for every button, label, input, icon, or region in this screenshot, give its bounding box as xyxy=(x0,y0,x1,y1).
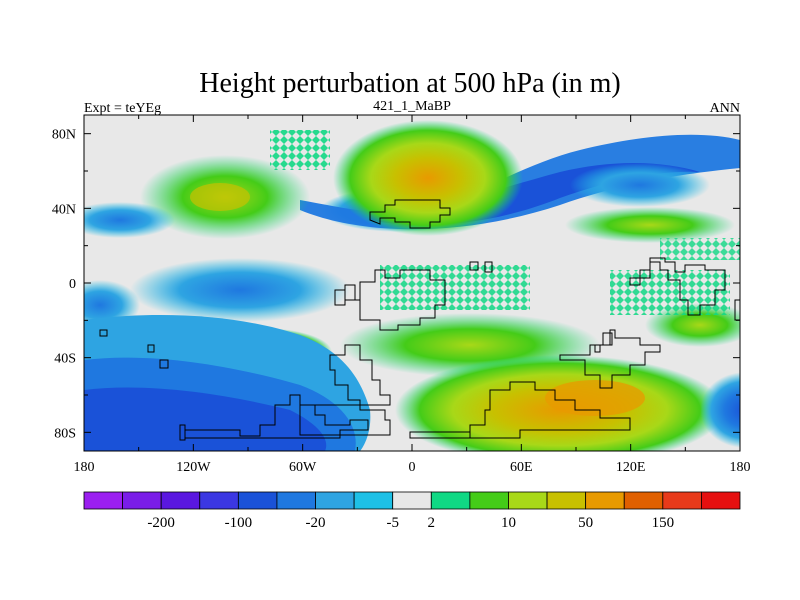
field-cyan-north-west xyxy=(84,202,175,238)
x-tick-label: 0 xyxy=(409,460,416,475)
y-tick-label: 80N xyxy=(52,128,76,143)
field-warm-south-indian-core xyxy=(545,380,645,416)
y-tick-label: 0 xyxy=(69,277,76,292)
coastline-greenland-like xyxy=(469,261,493,273)
x-tick-label: 120W xyxy=(176,460,211,475)
x-tick-label: 60W xyxy=(289,460,317,475)
colorbar-box xyxy=(276,491,316,510)
colorbar-box xyxy=(662,491,702,510)
colorbar-box xyxy=(237,491,278,510)
coastline-south-america xyxy=(299,344,391,436)
field-weak-east-asia xyxy=(565,207,735,243)
colorbar-box xyxy=(585,491,625,510)
x-tick-label: 180 xyxy=(74,460,95,475)
colorbar-label: 10 xyxy=(501,515,516,531)
coastline-antarctic-shelf xyxy=(409,431,471,439)
subtitle-center: 421_1_MaBP xyxy=(373,99,451,114)
colorbar-box xyxy=(701,491,741,510)
field-cyan-north-east xyxy=(570,163,710,207)
colorbar-label: 150 xyxy=(652,515,675,531)
y-axis: 80N 40N 0 40S 80S xyxy=(52,128,740,441)
colorbar-box xyxy=(546,491,587,510)
x-tick-label: 60E xyxy=(510,460,533,475)
colorbar-label: 2 xyxy=(428,515,436,531)
coastline-north-atlantic xyxy=(369,199,451,229)
y-tick-label: 40N xyxy=(52,202,76,217)
coastline-antarctica-east xyxy=(469,381,631,439)
coastline-americas-south xyxy=(344,269,446,331)
hatch-equator-atlantic xyxy=(380,265,530,310)
coastline-small-island xyxy=(334,289,346,306)
field-warm-north-pacific-core xyxy=(190,183,250,211)
hatch-equator-pacific xyxy=(610,270,730,315)
colorbar-label: -100 xyxy=(225,515,253,531)
field-cold-deep-south xyxy=(84,387,327,451)
x-axis: 180 120W 60W 0 60E 120E 180 xyxy=(74,115,751,475)
subtitle-left: Expt = teYEg xyxy=(84,101,161,116)
field-warm-north-atlantic xyxy=(333,120,523,236)
y-tick-label: 40S xyxy=(54,352,76,367)
y-tick-label: 80S xyxy=(54,426,76,441)
colorbar-box xyxy=(623,491,664,510)
colorbar-box xyxy=(199,491,239,510)
coastline-right-edge xyxy=(734,299,740,321)
colorbar-box xyxy=(392,491,432,510)
hatch-north xyxy=(270,130,330,170)
hatch-east-north xyxy=(660,238,740,260)
subtitle-right: ANN xyxy=(710,101,740,116)
colorbar-box xyxy=(160,491,201,510)
colorbar-box xyxy=(430,491,471,510)
colorbar-box xyxy=(315,491,355,510)
x-tick-label: 120E xyxy=(616,460,646,475)
coastline-south-asia xyxy=(559,329,661,389)
chart-title: Height perturbation at 500 hPa (in m) xyxy=(199,68,620,99)
plot-area xyxy=(84,115,740,451)
field-cyan-tropical-pacific xyxy=(130,258,350,322)
colorbar-box xyxy=(469,491,509,510)
colorbar: -200 -100 -20 -5 2 10 50 150 xyxy=(83,491,741,531)
coastline-east-asia xyxy=(629,257,726,316)
coastline-pacific-islands xyxy=(99,329,169,369)
x-tick-label: 180 xyxy=(730,460,751,475)
colorbar-box xyxy=(353,491,394,510)
colorbar-label: -20 xyxy=(306,515,326,531)
field-cold-south-east xyxy=(700,372,740,448)
colorbar-box xyxy=(508,491,548,510)
colorbar-label: -5 xyxy=(386,515,399,531)
colorbar-label: -200 xyxy=(147,515,175,531)
coastlines xyxy=(99,199,740,441)
colorbar-box xyxy=(122,491,162,510)
colorbar-box xyxy=(83,491,123,510)
colorbar-label: 50 xyxy=(578,515,593,531)
coastline-antarctica-west xyxy=(179,394,369,441)
